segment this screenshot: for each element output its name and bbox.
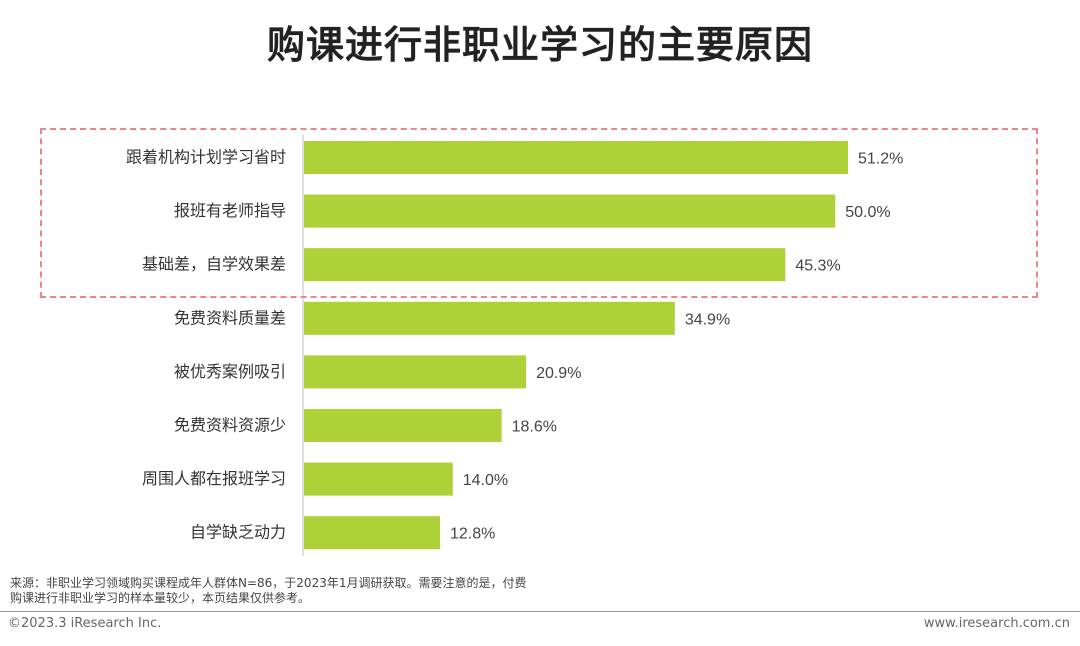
value-label: 51.2%: [858, 151, 903, 168]
website: www.iresearch.com.cn: [923, 616, 1070, 631]
category-label: 免费资料质量差: [174, 308, 286, 327]
value-label: 12.8%: [450, 526, 495, 543]
bar: [304, 194, 836, 228]
copyright: ©2023.3 iResearch Inc.: [8, 616, 162, 631]
bar: [304, 141, 848, 174]
bar: [304, 301, 675, 335]
value-label: 14.0%: [463, 472, 508, 489]
category-label: 报班有老师指导: [174, 201, 286, 220]
source-note: 来源：非职业学习领域购买课程成年人群体N=86，于2023年1月调研获取。需要注…: [10, 576, 527, 605]
category-label: 周围人都在报班学习: [142, 469, 286, 488]
highlight-box: [40, 128, 1038, 298]
value-label: 45.3%: [795, 258, 840, 275]
chart-title: 购课进行非职业学习的主要原因: [266, 23, 813, 67]
value-label: 50.0%: [845, 204, 890, 221]
bar: [304, 462, 453, 496]
category-label: 基础差，自学效果差: [142, 255, 286, 274]
category-label: 自学缺乏动力: [190, 523, 286, 542]
value-label: 20.9%: [536, 365, 581, 382]
bar: [304, 248, 786, 282]
footer-divider: [0, 611, 1080, 612]
bar: [304, 409, 502, 442]
value-label: 18.6%: [512, 419, 557, 436]
bar: [304, 355, 527, 389]
value-label: 34.9%: [685, 311, 730, 328]
category-label: 被优秀案例吸引: [174, 362, 286, 381]
bar: [304, 516, 440, 550]
category-label: 免费资料资源少: [174, 416, 286, 435]
category-label: 跟着机构计划学习省时: [126, 148, 286, 167]
